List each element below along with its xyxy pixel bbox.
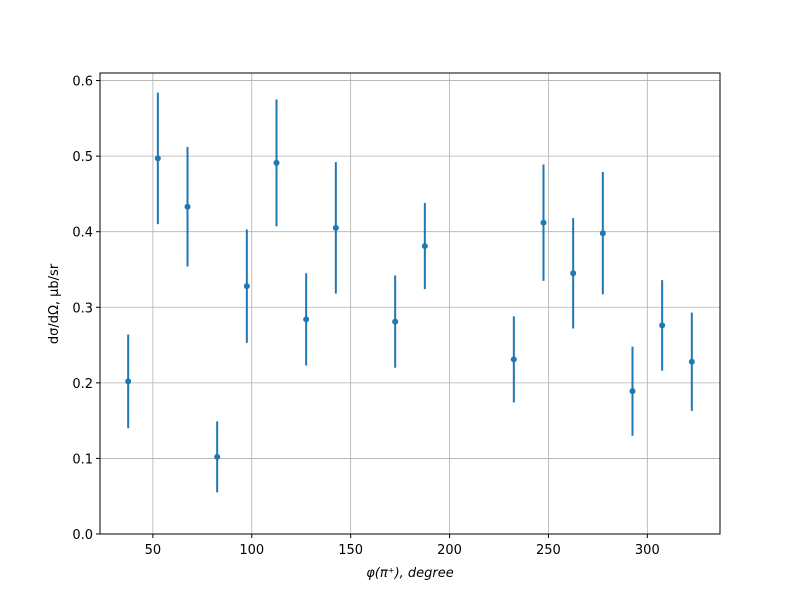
data-point xyxy=(273,159,280,166)
data-point xyxy=(570,270,577,277)
x-tick-label: 200 xyxy=(437,543,462,558)
x-tick-label: 150 xyxy=(338,543,363,558)
y-tick-label: 0.5 xyxy=(72,150,93,165)
y-tick-label: 0.3 xyxy=(72,301,93,316)
data-point xyxy=(332,224,339,231)
y-tick-label: 0.4 xyxy=(72,226,93,241)
data-point xyxy=(184,203,191,210)
y-tick-label: 0.6 xyxy=(72,75,93,90)
data-point xyxy=(659,322,666,329)
x-axis-label: φ(π⁺), degree xyxy=(366,566,454,581)
data-point xyxy=(510,356,517,363)
y-tick-label: 0.0 xyxy=(72,528,93,543)
plot-frame xyxy=(99,72,721,535)
data-point xyxy=(421,243,428,250)
x-tick-label: 300 xyxy=(635,543,660,558)
data-point xyxy=(214,453,221,460)
data-point xyxy=(688,358,695,365)
data-point xyxy=(303,316,310,323)
y-axis-label: dσ/dΩ, μb/sr xyxy=(47,263,62,344)
y-tick-label: 0.2 xyxy=(72,377,93,392)
data-point xyxy=(125,378,132,385)
data-point xyxy=(154,155,161,162)
x-tick-label: 100 xyxy=(239,543,264,558)
data-point xyxy=(243,283,250,290)
data-point xyxy=(392,318,399,325)
x-tick-label: 50 xyxy=(145,543,162,558)
y-tick-label: 0.1 xyxy=(72,452,93,467)
data-point xyxy=(599,230,606,237)
data-point xyxy=(629,388,636,395)
x-tick-label: 250 xyxy=(536,543,561,558)
data-point xyxy=(540,219,547,226)
